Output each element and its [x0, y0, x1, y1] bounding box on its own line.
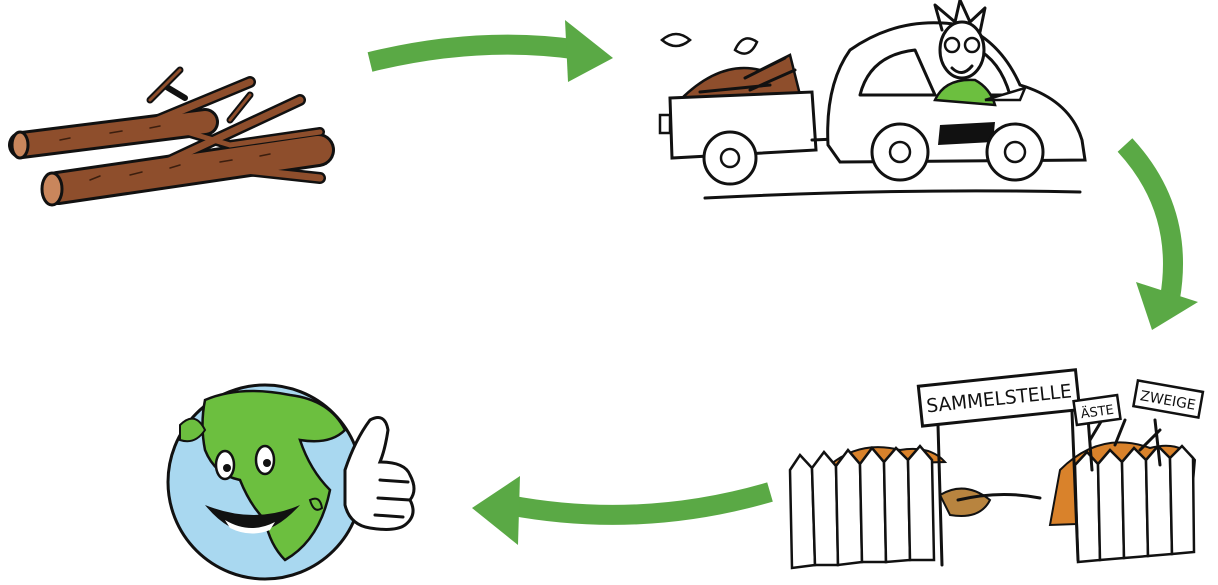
- arrow-part: [1125, 145, 1173, 298]
- collection-point-part-part: [1098, 450, 1124, 560]
- collection-point-part-part: [860, 448, 886, 562]
- globe-part: [223, 464, 231, 472]
- collection-point: SAMMELSTELLE ÄSTE ZWEIGE: [790, 370, 1203, 568]
- arrow-part: [472, 476, 520, 545]
- arrow: [370, 20, 613, 82]
- main-sign: SAMMELSTELLE: [918, 370, 1079, 426]
- arrow-part: [370, 45, 580, 62]
- car-with-trailer-part: [872, 124, 928, 180]
- small-sign: ÄSTE: [1074, 395, 1121, 425]
- car-with-trailer-part: [987, 124, 1043, 180]
- collection-point-part-part: [812, 452, 838, 565]
- diagram: SAMMELSTELLE ÄSTE ZWEIGE: [0, 0, 1218, 585]
- collection-point-part-part: [1170, 446, 1194, 554]
- branches-part-part: [230, 95, 250, 120]
- arrow: [472, 476, 770, 545]
- collection-point-part-part: [908, 446, 934, 560]
- globe-part: [345, 418, 414, 530]
- collection-point-part-part: [884, 448, 910, 562]
- car-with-trailer-part: [735, 38, 757, 53]
- car-with-trailer-part: [660, 115, 670, 133]
- arrow-part: [565, 20, 613, 82]
- small-sign: ZWEIGE: [1133, 380, 1203, 417]
- arrow: [1125, 145, 1198, 330]
- car-with-trailer-part: [705, 191, 1080, 198]
- globe: [168, 385, 414, 579]
- collection-point-part-part: [1122, 448, 1148, 558]
- collection-point-part: [940, 489, 990, 516]
- branches-part: [42, 173, 62, 205]
- car-with-trailer-part: [938, 122, 995, 145]
- car-with-trailer: [660, 0, 1085, 198]
- car-with-trailer-part: [965, 38, 979, 52]
- car-with-trailer-part: [704, 132, 756, 184]
- collection-point-part: [790, 446, 934, 568]
- arrow-part: [508, 492, 770, 515]
- branches: [12, 70, 320, 205]
- page: SAMMELSTELLE ÄSTE ZWEIGE (() => { const …: [0, 0, 1218, 585]
- collection-point-part-part: [836, 450, 862, 565]
- car-with-trailer-part: [945, 38, 959, 52]
- branches-part-part: [165, 86, 185, 98]
- branches-part: [12, 132, 28, 158]
- car-with-trailer-part: [662, 34, 690, 46]
- globe-part: [263, 459, 271, 467]
